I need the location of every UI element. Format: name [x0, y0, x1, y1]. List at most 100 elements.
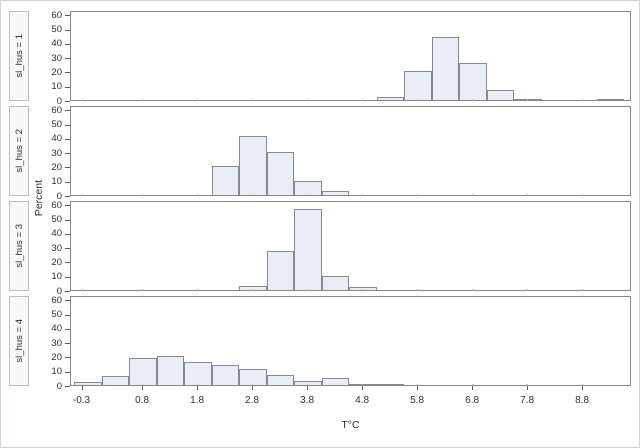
histogram-bar	[321, 190, 350, 195]
x-tick-mark	[142, 386, 144, 390]
x-tick-label: 6.8	[465, 395, 480, 406]
histogram-bar	[349, 287, 377, 290]
histogram-bar	[596, 98, 625, 100]
x-tick-stub	[472, 99, 474, 101]
y-tick-mark	[65, 248, 70, 250]
x-tick-stub	[472, 194, 474, 196]
x-tick-stub	[582, 99, 584, 101]
histogram-bar	[156, 356, 185, 385]
x-tick-stub	[252, 289, 253, 291]
panel-plot-1	[70, 11, 631, 101]
x-tick-stub	[582, 384, 584, 386]
y-tick-mark	[65, 291, 70, 292]
row-header-label: sl_hus = 1	[13, 34, 25, 78]
row-header-3: sl_hus = 3	[9, 201, 29, 291]
x-tick-stub	[307, 99, 309, 101]
histogram-bar	[74, 382, 102, 385]
x-tick-label: 1.8	[190, 395, 205, 406]
y-tick-label: 40	[51, 228, 62, 240]
y-tick-label: 20	[51, 256, 62, 268]
histogram-bar	[404, 71, 432, 100]
x-tick-label: 5.8	[410, 395, 425, 406]
histogram-bar	[211, 365, 240, 385]
x-tick-mark	[81, 386, 83, 390]
y-tick-mark	[65, 371, 70, 373]
histogram-bar	[266, 251, 295, 290]
y-tick-label: 20	[51, 66, 62, 78]
x-tick-stub	[197, 289, 199, 291]
y-tick-mark	[65, 43, 70, 45]
histogram-bar	[486, 90, 515, 100]
y-tick-label: 30	[51, 147, 62, 159]
y-tick-label: 60	[51, 294, 62, 306]
histogram-bar	[376, 383, 405, 385]
x-tick-mark	[527, 386, 529, 390]
y-tick-mark	[65, 357, 70, 359]
y-tick-label: 0	[56, 380, 62, 392]
y-tick-label: 30	[51, 337, 62, 349]
histogram-bar	[184, 362, 212, 385]
y-tick-mark	[65, 181, 70, 183]
y-tick-mark	[65, 124, 70, 126]
x-tick-stub	[362, 99, 364, 101]
y-tick-label: 60	[51, 199, 62, 211]
y-tick-label: 50	[51, 119, 62, 131]
row-header-label: sl_hus = 4	[13, 319, 25, 363]
histogram-bar	[266, 375, 295, 385]
y-tick-mark	[65, 219, 70, 221]
x-axis-label: T°C	[341, 419, 360, 431]
y-tick-label: 0	[56, 285, 62, 297]
x-tick-stub	[362, 194, 364, 196]
y-tick-mark	[65, 138, 70, 140]
x-tick-stub	[362, 384, 364, 386]
x-tick-stub	[252, 99, 253, 101]
y-tick-label: 20	[51, 161, 62, 173]
y-tick-label: 10	[51, 81, 62, 93]
y-tick-mark	[65, 72, 70, 74]
x-tick-mark	[197, 386, 199, 390]
x-tick-label: -0.3	[72, 395, 91, 406]
histogram-bar	[211, 166, 240, 195]
y-tick-mark	[65, 86, 70, 88]
histogram-bar	[129, 357, 157, 385]
panel-plot-2	[70, 106, 631, 196]
x-tick-mark	[252, 386, 253, 390]
x-tick-label: 3.8	[300, 395, 315, 406]
x-tick-stub	[362, 289, 364, 291]
y-tick-mark	[65, 196, 70, 197]
x-tick-stub	[197, 194, 199, 196]
histogram-bar	[294, 208, 322, 290]
x-tick-stub	[582, 194, 584, 196]
x-tick-stub	[527, 194, 529, 196]
x-tick-stub	[307, 384, 309, 386]
x-tick-stub	[307, 289, 309, 291]
row-header-4: sl_hus = 4	[9, 296, 29, 386]
x-tick-stub	[307, 194, 309, 196]
y-tick-label: 30	[51, 52, 62, 64]
x-tick-mark	[307, 386, 309, 390]
y-tick-label: 60	[51, 104, 62, 116]
row-header-label: sl_hus = 2	[13, 129, 25, 173]
x-tick-stub	[142, 289, 144, 291]
histogram-bar	[376, 97, 405, 100]
x-tick-stub	[252, 384, 253, 386]
x-tick-stub	[142, 99, 144, 101]
y-tick-mark	[65, 233, 70, 235]
x-tick-stub	[472, 384, 474, 386]
y-tick-label: 50	[51, 309, 62, 321]
panel-plot-4	[70, 296, 631, 386]
y-tick-label: 40	[51, 38, 62, 50]
y-tick-label: 40	[51, 133, 62, 145]
x-tick-stub	[417, 289, 419, 291]
x-tick-mark	[472, 386, 474, 390]
x-tick-stub	[417, 99, 419, 101]
x-tick-label: 7.8	[520, 395, 535, 406]
histogram-bar	[294, 380, 322, 385]
row-header-2: sl_hus = 2	[9, 106, 29, 196]
row-header-label: sl_hus = 3	[13, 224, 25, 268]
y-tick-label: 10	[51, 366, 62, 378]
x-tick-stub	[527, 384, 529, 386]
histogram-bar	[294, 180, 322, 195]
y-tick-mark	[65, 262, 70, 264]
